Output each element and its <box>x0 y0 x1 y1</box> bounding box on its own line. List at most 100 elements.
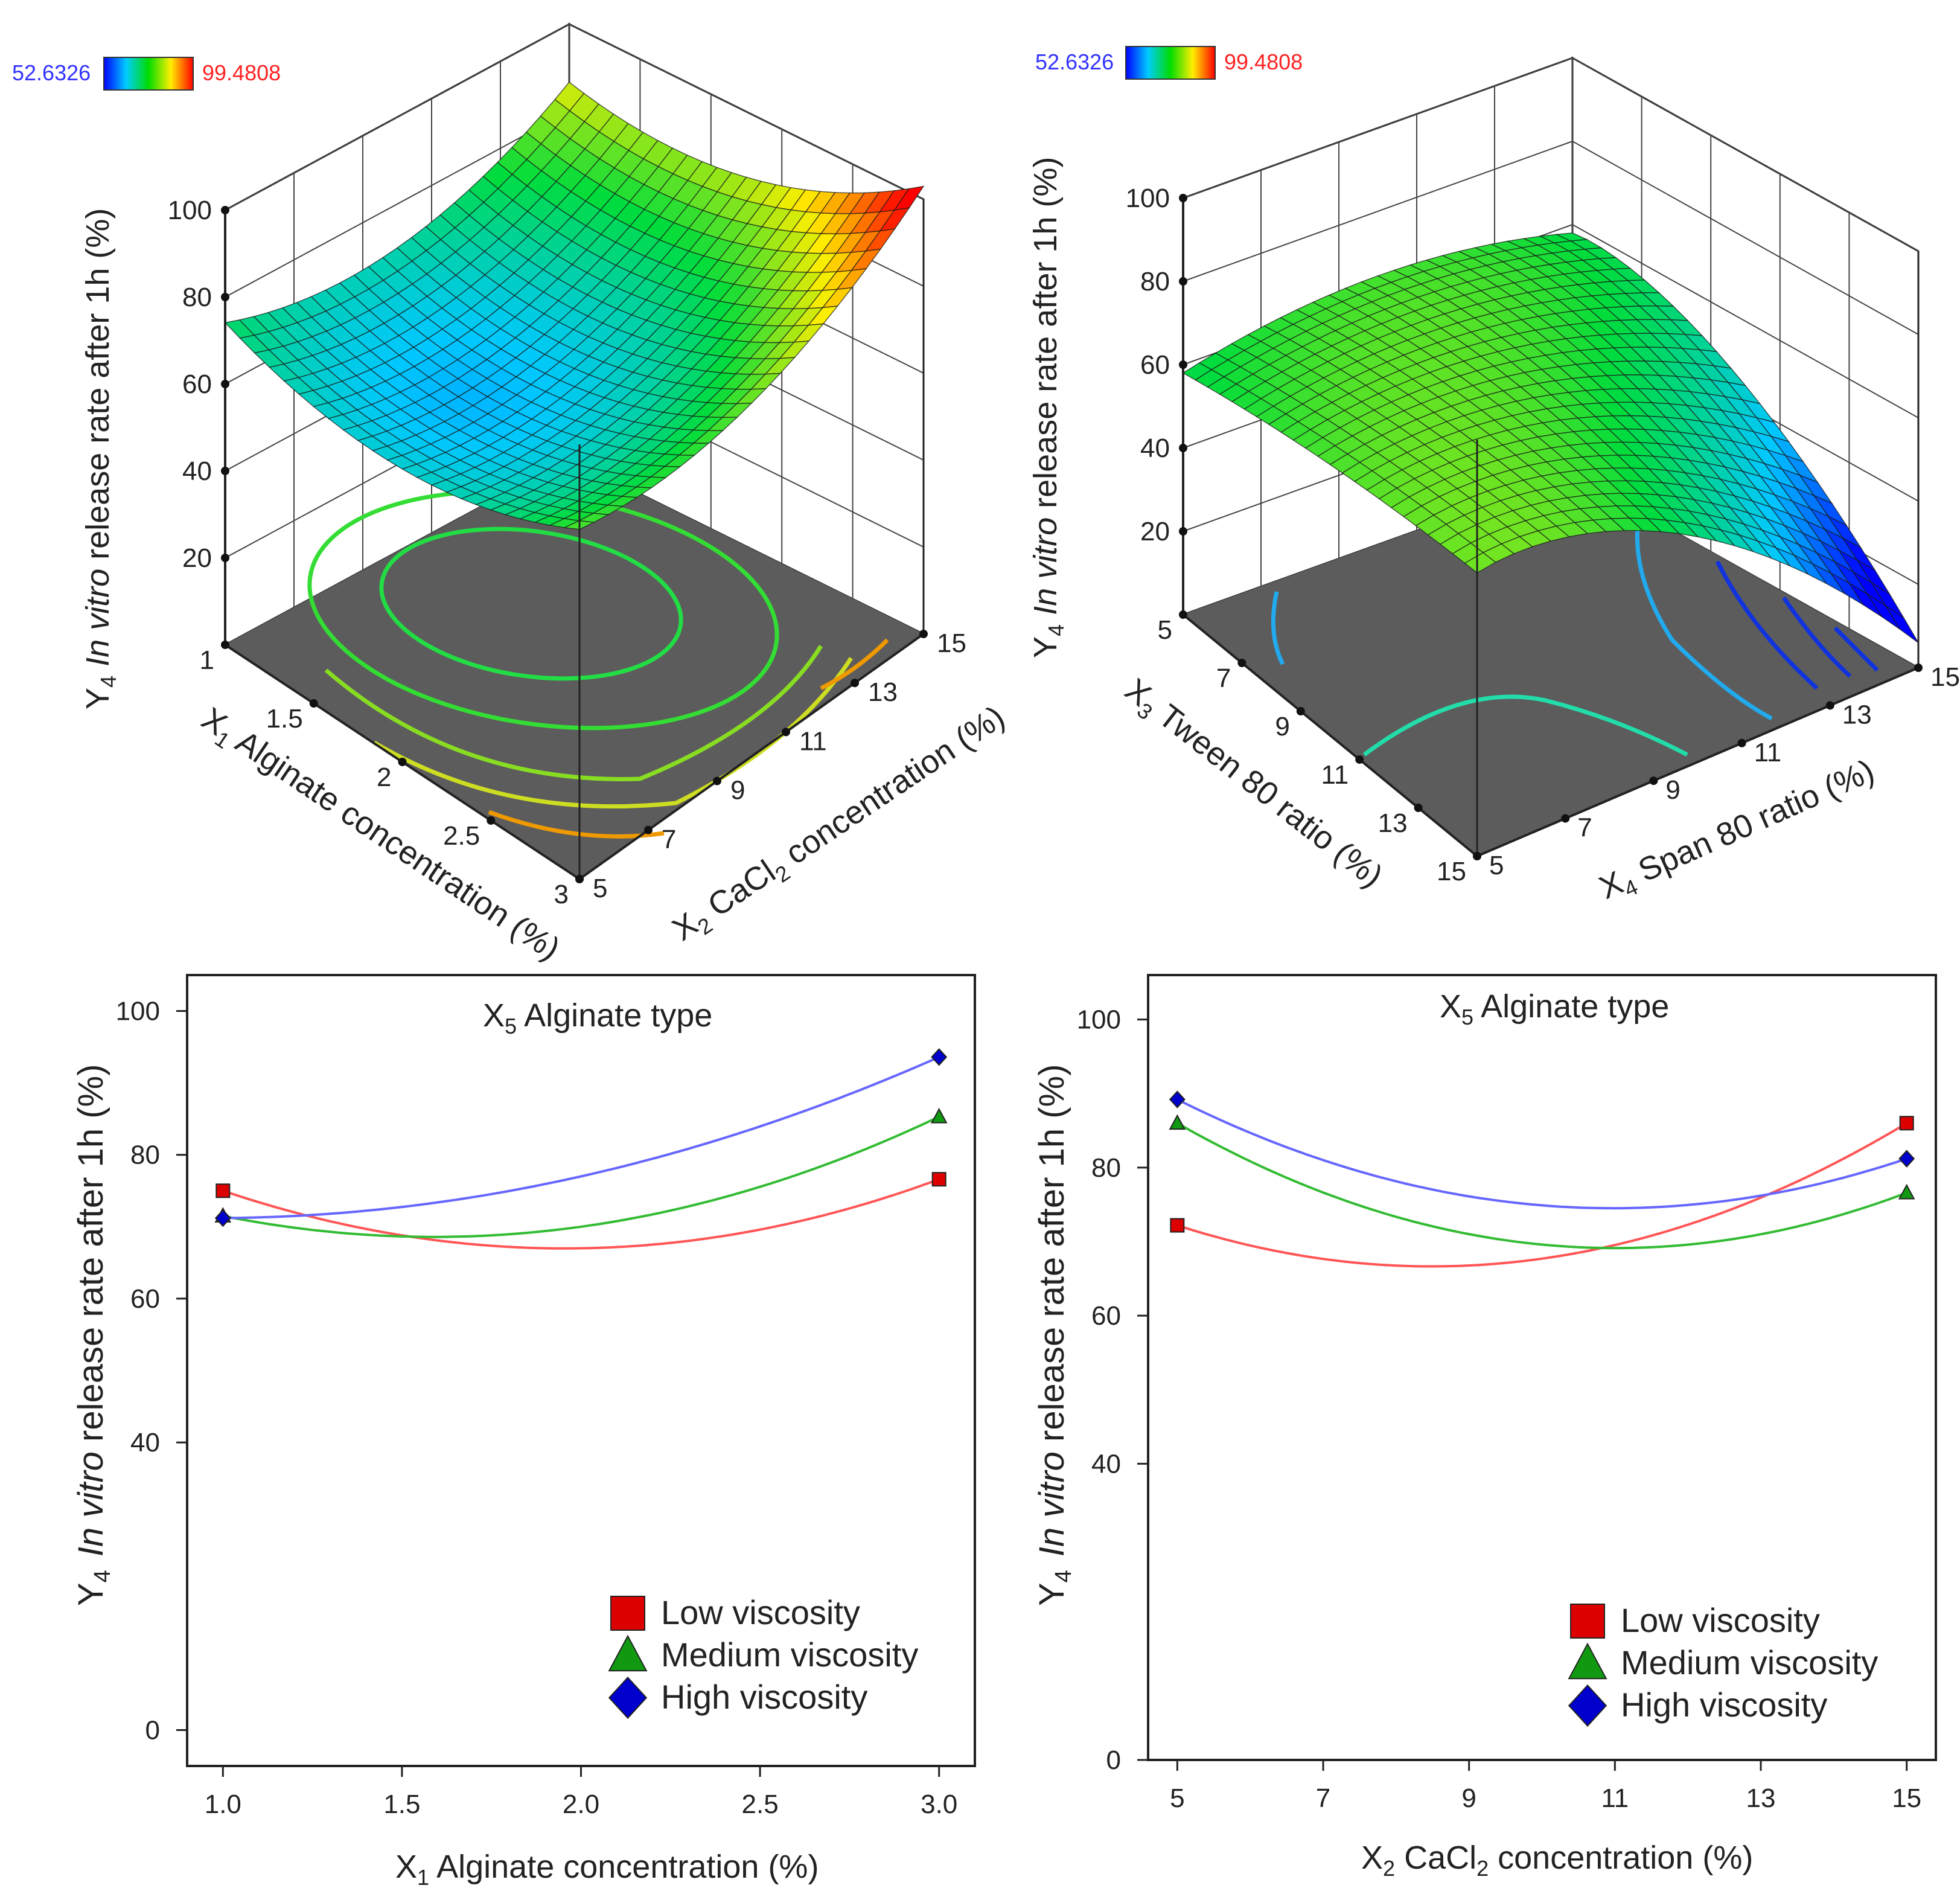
interaction-plot-alginate-concentration: X5 Alginate type 1.0 1.5 2.0 2.5 3.004060801… <box>71 974 976 1890</box>
y-tick-label: 11 <box>799 726 827 756</box>
y-tick-label: 7 <box>1577 813 1592 843</box>
plot-title: X5 Alginate type <box>483 997 712 1038</box>
x-tick-mark <box>1179 610 1187 619</box>
floor-contours <box>1271 516 1879 757</box>
x-tick-label: 9 <box>1461 1783 1476 1813</box>
x-tick-label: 15 <box>1437 857 1466 886</box>
y-tick-label: 40 <box>1091 1449 1121 1479</box>
x-tick-mark <box>1355 755 1364 764</box>
x-axis-line <box>1182 613 1478 857</box>
legend-label: Low viscosity <box>661 1593 860 1631</box>
y-tick-label: 11 <box>1754 738 1782 767</box>
y-axis-line <box>578 633 925 880</box>
x-axis-label: X1 Alginate concentration (%) <box>395 1849 819 1890</box>
data-point-diamond <box>214 1209 231 1227</box>
y-tick-mark <box>1914 664 1923 672</box>
y-tick-label: 100 <box>1077 1005 1121 1035</box>
data-point-triangle <box>930 1107 948 1124</box>
z-tick-label: 60 <box>182 369 212 399</box>
contour-line <box>1833 626 1879 672</box>
series-line-triangle <box>1176 1122 1907 1250</box>
y-tick-label: 13 <box>1842 700 1872 729</box>
y-tick-label: 0 <box>145 1715 160 1745</box>
y-tick-label: 7 <box>662 825 676 854</box>
y-axis-line <box>1476 667 1919 857</box>
colorbar-left: 52.6326 99.4808 <box>12 57 281 91</box>
x-tick-mark <box>221 641 229 649</box>
x-tick-label: 13 <box>1746 1783 1776 1813</box>
z-tick-label: 60 <box>1140 350 1170 380</box>
y-tick-label: 9 <box>1665 775 1680 805</box>
x-tick-label: 1.0 <box>205 1790 241 1819</box>
y-tick-label: 40 <box>130 1428 160 1457</box>
x-tick-mark <box>487 816 496 825</box>
legend-marker-diamond <box>608 1676 648 1719</box>
plot-frame <box>1147 974 1937 1761</box>
y-tick-label: 13 <box>868 677 898 707</box>
legend-marker-triangle <box>1568 1642 1607 1680</box>
y-tick-mark <box>782 728 790 737</box>
y-tick-label: 80 <box>1091 1153 1121 1183</box>
z-tick-mark <box>221 554 229 562</box>
surface-plot-alginate-cacl2: 52.6326 99.4808 1 1.5 2 2.5 3 5 7 9 11 13 15 20 40 60… <box>12 22 1011 967</box>
colorbar-right: 52.6326 99.4808 <box>1035 46 1303 80</box>
x-tick-label: 2 <box>377 763 391 792</box>
legend-marker-square <box>1570 1604 1605 1639</box>
x-tick-mark <box>1414 804 1423 812</box>
wall-gridline <box>1572 224 1919 418</box>
z-tick-mark <box>1179 527 1187 536</box>
z-tick-mark <box>221 293 229 301</box>
z-tick-label: 40 <box>182 456 212 486</box>
response-surface <box>1182 232 1919 644</box>
wall-gridline <box>1572 141 1919 335</box>
x-tick-label: 2.5 <box>742 1790 779 1819</box>
wall-gridline <box>1572 57 1919 252</box>
surface-plot-tween-span: 52.6326 99.4808 5 7 9 11 13 15 5 7 9 11 13 15 20 40 60… <box>1027 46 1960 906</box>
z-tick-mark <box>221 467 229 475</box>
x-axis-label: X2 CaCl2 concentration (%) <box>1361 1840 1753 1881</box>
y-tick-mark <box>1649 776 1658 785</box>
legend-marker-triangle <box>608 1634 648 1672</box>
wall-gridline <box>225 110 570 298</box>
x-tick-label: 15 <box>1892 1783 1921 1813</box>
wall-gridline <box>1183 57 1573 199</box>
contour-line <box>1782 597 1852 678</box>
contour-line <box>379 526 683 681</box>
y-tick-label: 15 <box>1930 662 1960 692</box>
data-point-diamond <box>1898 1150 1915 1168</box>
y-tick-label: 80 <box>130 1140 160 1170</box>
z-tick-label: 80 <box>1140 267 1170 296</box>
series-line-square <box>1176 1122 1907 1268</box>
y-tick-mark <box>644 825 653 834</box>
colorbar-max-label: 99.4808 <box>1224 50 1303 74</box>
legend-marker-diamond <box>1568 1684 1607 1727</box>
x-tick-label: 2.0 <box>563 1790 599 1819</box>
data-point-square <box>1170 1218 1185 1233</box>
colorbar-gradient <box>1125 46 1216 80</box>
series-markers <box>1169 1090 1915 1233</box>
z-axis-label: Y4 In vitro release rate after 1h (%) <box>80 208 121 709</box>
x-tick-label: 1.5 <box>266 704 303 734</box>
data-point-triangle <box>1169 1114 1186 1130</box>
data-point-triangle <box>1898 1183 1915 1200</box>
y-axis-label: Y4In vitro release rate after 1h (%) <box>71 1064 115 1606</box>
x-tick-mark <box>309 699 318 708</box>
x-tick-label: 7 <box>1216 664 1231 693</box>
z-tick-mark <box>1179 444 1187 452</box>
wall-gridline <box>1183 141 1573 282</box>
x-tick-label: 11 <box>1321 760 1349 790</box>
x-tick-label: 13 <box>1378 808 1408 838</box>
x-tick-label: 1 <box>200 645 214 675</box>
series-markers <box>214 1048 948 1227</box>
x-tick-label: 3 <box>554 880 569 909</box>
wall-gridline <box>225 24 570 211</box>
axis-ticks: 1.0 1.5 2.0 2.5 3.0 0 40 60 80 100 <box>116 997 958 1819</box>
y-tick-label: 60 <box>130 1284 160 1314</box>
x-tick-label: 5 <box>1170 1783 1184 1813</box>
z-tick-label: 20 <box>1140 517 1170 546</box>
contour-line <box>1271 591 1285 665</box>
contour-line <box>1715 560 1819 690</box>
legend-label: High viscosity <box>1621 1686 1827 1724</box>
wall-gridline <box>569 24 924 200</box>
